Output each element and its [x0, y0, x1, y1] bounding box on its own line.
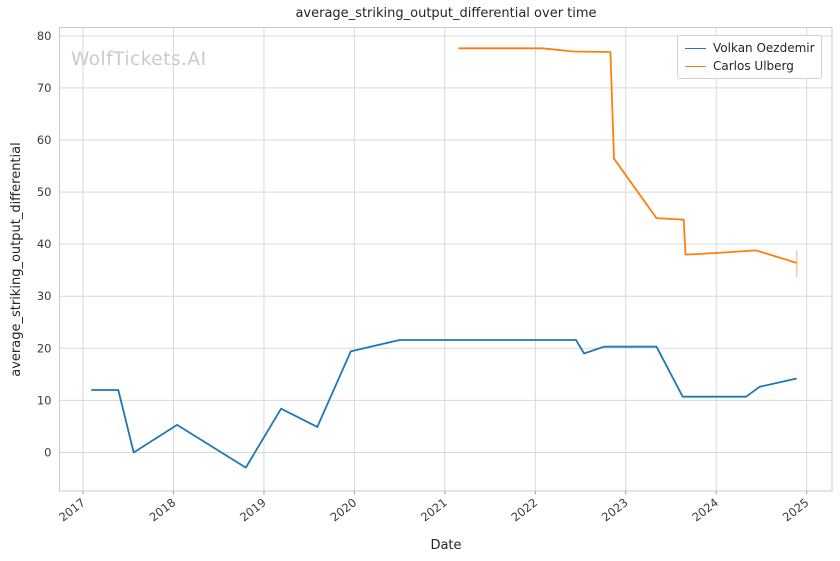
plot-border [59, 27, 833, 492]
x-tick-label-2021: 2021 [418, 495, 450, 524]
legend-item-carlos-ulberg: Carlos Ulberg [685, 59, 815, 73]
x-tick-label-2025: 2025 [780, 495, 812, 524]
x-tick-label-2023: 2023 [599, 495, 631, 524]
legend-line-swatch-blue [685, 47, 706, 49]
series-line-carlos-ulberg [458, 47, 797, 264]
y-axis-label: average_striking_output_differential [9, 142, 24, 377]
x-tick-label-2020: 2020 [328, 495, 360, 524]
y-tick-label-50: 50 [37, 185, 52, 199]
x-axis-label: Date [430, 538, 462, 553]
y-tick-label-10: 10 [37, 393, 52, 407]
y-tick-label-80: 80 [37, 29, 52, 43]
legend-item-volkan-oezdemir: Volkan Oezdemir [685, 41, 815, 55]
x-tick-label-2018: 2018 [147, 495, 179, 524]
watermark: WolfTickets.AI [71, 49, 207, 70]
y-tick-label-20: 20 [37, 341, 52, 355]
legend: Volkan Oezdemir Carlos Ulberg [677, 35, 822, 79]
legend-label: Carlos Ulberg [713, 59, 794, 73]
y-tick-label-0: 0 [44, 445, 51, 459]
legend-label: Volkan Oezdemir [713, 41, 815, 55]
y-tick-label-60: 60 [37, 133, 52, 147]
y-tick-label-70: 70 [37, 81, 52, 95]
series-line-volkan-oezdemir [91, 339, 797, 469]
x-tick-label-2017: 2017 [56, 495, 88, 524]
y-tick-label-40: 40 [37, 237, 52, 251]
x-tick-label-2019: 2019 [237, 495, 269, 524]
x-tick-label-2022: 2022 [508, 495, 540, 524]
chart-title: average_striking_output_differential ove… [295, 6, 597, 21]
x-tick-label-2024: 2024 [689, 495, 721, 524]
legend-line-swatch-orange [685, 65, 706, 67]
y-tick-label-30: 30 [37, 289, 52, 303]
